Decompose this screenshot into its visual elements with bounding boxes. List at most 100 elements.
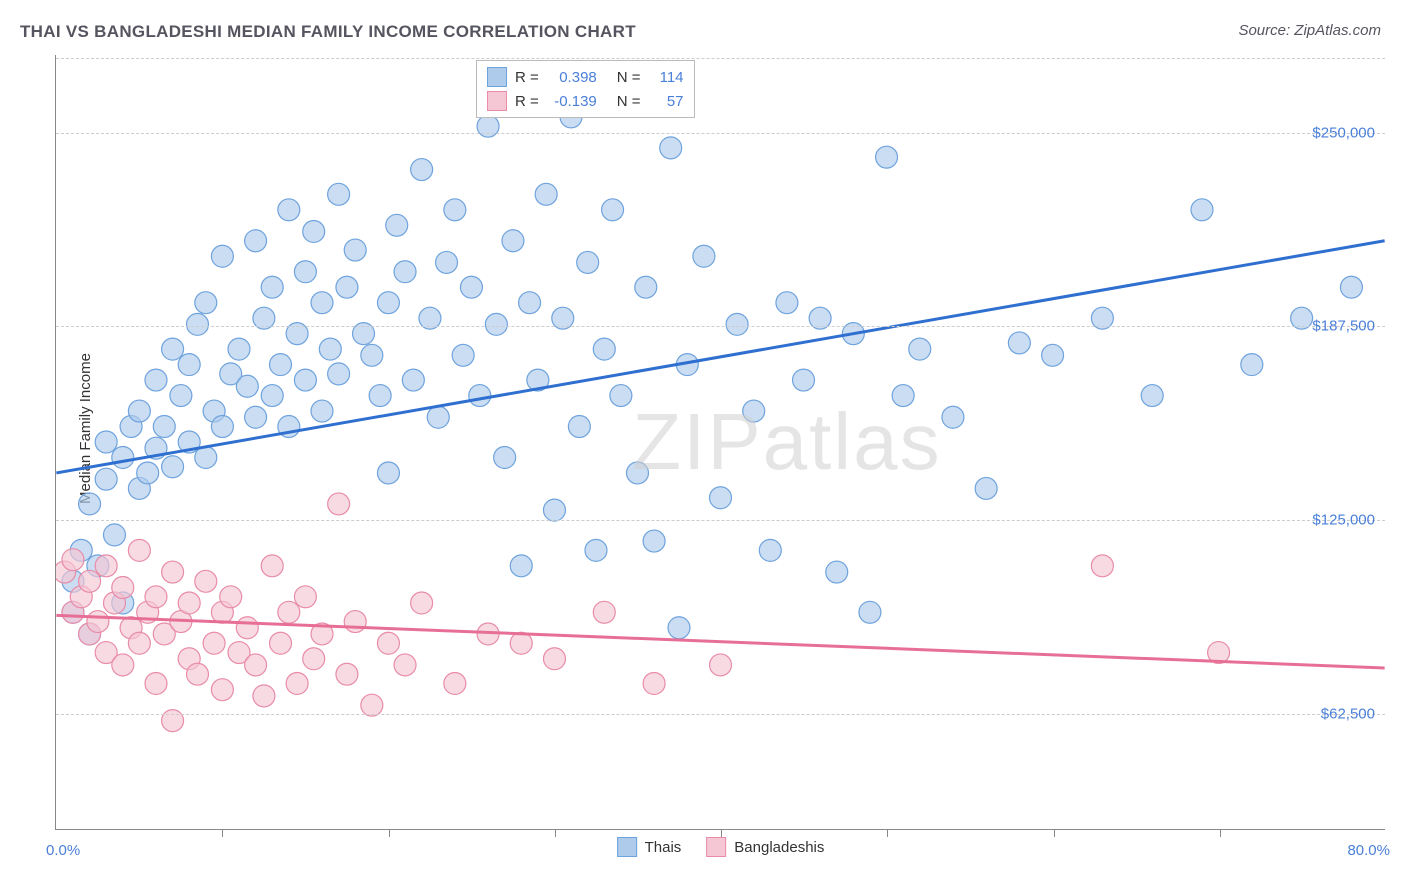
scatter-point — [1340, 276, 1362, 298]
scatter-point — [220, 586, 242, 608]
x-tick — [555, 829, 556, 837]
scatter-point — [394, 261, 416, 283]
scatter-point — [153, 416, 175, 438]
scatter-point — [743, 400, 765, 422]
scatter-point — [1091, 555, 1113, 577]
legend-item: Thais — [617, 837, 682, 857]
legend-swatch — [706, 837, 726, 857]
scatter-point — [303, 648, 325, 670]
scatter-point — [344, 611, 366, 633]
scatter-point — [178, 592, 200, 614]
scatter-point — [303, 220, 325, 242]
scatter-point — [319, 338, 341, 360]
scatter-point — [344, 239, 366, 261]
grid-line — [56, 520, 1385, 521]
scatter-point — [1191, 199, 1213, 221]
scatter-point — [1141, 385, 1163, 407]
scatter-point — [975, 477, 997, 499]
scatter-point — [79, 570, 101, 592]
scatter-point — [236, 375, 258, 397]
stats-r-value: 0.398 — [547, 69, 597, 86]
stats-n-label: N = — [617, 69, 641, 86]
scatter-point — [187, 663, 209, 685]
scatter-point — [377, 462, 399, 484]
scatter-point — [369, 385, 391, 407]
scatter-point — [361, 344, 383, 366]
scatter-point — [270, 354, 292, 376]
scatter-point — [543, 499, 565, 521]
x-axis-min-label: 0.0% — [46, 842, 80, 859]
x-tick — [222, 829, 223, 837]
scatter-point — [203, 632, 225, 654]
scatter-point — [95, 431, 117, 453]
y-tick-label: $250,000 — [1312, 124, 1375, 141]
stats-r-label: R = — [515, 93, 539, 110]
scatter-point — [278, 601, 300, 623]
scatter-point — [1008, 332, 1030, 354]
legend-label: Thais — [645, 839, 682, 856]
scatter-point — [543, 648, 565, 670]
y-tick-label: $125,000 — [1312, 512, 1375, 529]
x-tick — [721, 829, 722, 837]
scatter-point — [510, 555, 532, 577]
scatter-point — [245, 654, 267, 676]
stats-n-value: 57 — [649, 93, 684, 110]
scatter-point — [377, 632, 399, 654]
scatter-point — [535, 183, 557, 205]
scatter-point — [112, 577, 134, 599]
scatter-point — [261, 555, 283, 577]
scatter-point — [128, 632, 150, 654]
scatter-point — [211, 416, 233, 438]
scatter-point — [336, 663, 358, 685]
scatter-point — [195, 292, 217, 314]
scatter-point — [477, 115, 499, 137]
scatter-point — [162, 456, 184, 478]
scatter-point — [145, 369, 167, 391]
scatter-point — [79, 493, 101, 515]
scatter-point — [436, 251, 458, 273]
scatter-point — [178, 354, 200, 376]
x-axis-max-label: 80.0% — [1347, 842, 1390, 859]
scatter-point — [128, 400, 150, 422]
scatter-point — [402, 369, 424, 391]
y-tick-label: $62,500 — [1321, 705, 1375, 722]
scatter-point — [485, 313, 507, 335]
scatter-point — [610, 385, 632, 407]
scatter-point — [826, 561, 848, 583]
scatter-point — [145, 586, 167, 608]
scatter-point — [710, 654, 732, 676]
scatter-point — [245, 406, 267, 428]
scatter-point — [602, 199, 624, 221]
scatter-point — [112, 654, 134, 676]
grid-line — [56, 58, 1385, 59]
grid-line — [56, 714, 1385, 715]
scatter-point — [626, 462, 648, 484]
scatter-point — [394, 654, 416, 676]
scatter-point — [294, 261, 316, 283]
scatter-point — [195, 570, 217, 592]
scatter-point — [377, 292, 399, 314]
stats-swatch — [487, 91, 507, 111]
scatter-point — [311, 400, 333, 422]
x-tick — [1220, 829, 1221, 837]
stats-n-label: N = — [617, 93, 641, 110]
scatter-point — [693, 245, 715, 267]
scatter-point — [460, 276, 482, 298]
scatter-point — [170, 385, 192, 407]
scatter-point — [278, 199, 300, 221]
legend-swatch — [617, 837, 637, 857]
x-tick — [1054, 829, 1055, 837]
scatter-point — [228, 338, 250, 360]
scatter-point — [411, 592, 433, 614]
stats-r-label: R = — [515, 69, 539, 86]
scatter-point — [593, 338, 615, 360]
stats-row: R =0.398N =114 — [487, 65, 684, 89]
scatter-point — [776, 292, 798, 314]
scatter-point — [62, 549, 84, 571]
scatter-point — [128, 539, 150, 561]
scatter-point — [494, 446, 516, 468]
scatter-point — [427, 406, 449, 428]
scatter-point — [1241, 354, 1263, 376]
stats-row: R =-0.139N =57 — [487, 89, 684, 113]
scatter-point — [710, 487, 732, 509]
